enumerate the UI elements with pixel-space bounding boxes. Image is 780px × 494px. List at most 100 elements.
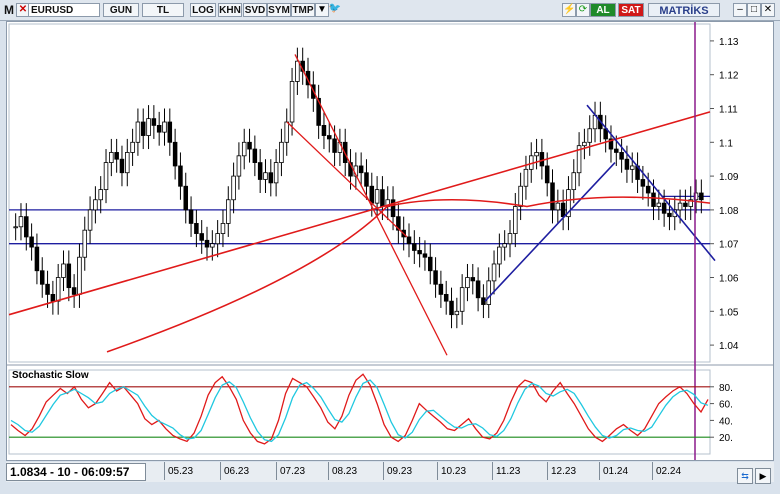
x-tick-label: 05.23 — [168, 466, 194, 477]
candle-body — [465, 277, 470, 289]
candle-body — [693, 192, 699, 201]
candle-body — [263, 172, 268, 180]
candle-body — [257, 162, 263, 180]
candle-body — [316, 97, 321, 126]
candle-body — [332, 138, 337, 153]
candle-body — [305, 70, 311, 86]
candle-body — [172, 141, 178, 167]
candle-body — [491, 263, 497, 282]
x-tick-label: 09.23 — [387, 466, 413, 477]
moving-average-curve — [106, 196, 711, 353]
candle-button[interactable]: KHN — [218, 3, 242, 17]
crosshair-readout: 1.0834 - 10 - 06:09:57 — [6, 463, 146, 481]
x-tick-label: 10.23 — [441, 466, 467, 477]
candle-body — [241, 141, 247, 157]
window-close-icon[interactable]: ✕ — [761, 3, 775, 17]
candle-body — [135, 121, 141, 143]
candle-body — [544, 165, 550, 184]
candle-body — [518, 185, 523, 207]
candle-body — [502, 243, 507, 248]
log-scale-button[interactable]: LOG — [190, 3, 216, 17]
candle-body — [34, 246, 40, 272]
menu-button[interactable]: M — [4, 3, 14, 17]
x-tick-mark — [492, 462, 493, 480]
candle-body — [677, 202, 683, 211]
chart-svg[interactable]: 1.13 1.12 1.11 1.1 1.09 1.08 1.07 1.06 1.05 1.04 8… — [7, 22, 773, 460]
candle-body — [24, 216, 29, 238]
candle-body — [151, 118, 157, 126]
stoch-d-line — [10, 379, 709, 443]
price-ytick-label: 1.13 — [719, 37, 739, 48]
candle-body — [667, 212, 672, 218]
chart-navigator-icon[interactable]: ⇆ — [737, 468, 753, 484]
falling-channel-line — [586, 104, 716, 262]
minimize-icon[interactable]: – — [733, 3, 747, 17]
candle-body — [412, 243, 417, 251]
candle-body — [497, 246, 502, 265]
brand-logo: MATRİKS — [648, 3, 720, 17]
dropdown-icon[interactable]: ▼ — [315, 3, 329, 17]
price-ytick-label: 1.09 — [719, 172, 739, 183]
candle-body — [555, 202, 561, 211]
candle-body — [321, 125, 327, 136]
candle-body — [364, 172, 369, 187]
sell-button[interactable]: SAT — [618, 3, 644, 17]
candle-body — [188, 209, 194, 224]
candle-body — [624, 158, 630, 170]
twitter-icon[interactable]: 🐦 — [328, 3, 342, 14]
maximize-icon[interactable]: □ — [747, 3, 761, 17]
price-ytick-label: 1.07 — [719, 240, 739, 251]
candle-body — [651, 192, 656, 207]
candle-body — [513, 206, 518, 234]
period-button[interactable]: GUN — [103, 3, 139, 17]
candle-body — [66, 263, 72, 289]
candle-body — [443, 293, 449, 302]
stochastic-panel — [8, 369, 711, 455]
price-ytick-label: 1.11 — [719, 105, 738, 116]
candle-body — [45, 283, 50, 295]
candle-body — [215, 233, 220, 245]
candle-body — [268, 172, 274, 184]
candle-body — [459, 287, 465, 312]
x-tick-mark — [547, 462, 548, 480]
candle-body — [374, 189, 380, 204]
sync-icon[interactable]: ⟳ — [576, 3, 590, 17]
candle-body — [98, 189, 103, 201]
candle-body — [55, 277, 61, 302]
save-button[interactable]: SVD — [243, 3, 267, 17]
candle-body — [358, 165, 364, 174]
candle-body — [661, 202, 667, 214]
symbol-field[interactable]: EURUSD — [28, 3, 100, 17]
candle-body — [550, 182, 555, 211]
symbol-button[interactable]: SYM — [267, 3, 291, 17]
candle-body — [289, 81, 295, 123]
candle-body — [640, 179, 646, 187]
candle-body — [475, 280, 481, 299]
x-tick-mark — [437, 462, 438, 480]
currency-button[interactable]: TL — [142, 3, 184, 17]
candle-body — [688, 199, 693, 207]
candle-body — [614, 148, 619, 153]
x-tick-mark — [383, 462, 384, 480]
down-channel-lower — [286, 121, 408, 238]
candle-body — [587, 128, 592, 143]
candle-body — [252, 148, 258, 163]
candle-body — [204, 239, 210, 248]
refresh-icon[interactable]: ⚡ — [562, 3, 576, 17]
stoch-ytick-label: 60. — [719, 400, 733, 411]
candle-body — [87, 209, 93, 231]
chart-area[interactable]: 1.13 1.12 1.11 1.1 1.09 1.08 1.07 1.06 1.05 1.04 8… — [6, 21, 774, 461]
buy-button[interactable]: AL — [590, 3, 616, 17]
candle-body — [656, 202, 662, 207]
candle-body — [162, 121, 167, 133]
stoch-ytick-label: 40. — [719, 416, 733, 427]
scroll-right-icon[interactable]: ▶ — [755, 468, 771, 484]
candle-body — [210, 243, 215, 248]
price-ytick-label: 1.04 — [719, 341, 739, 352]
template-button[interactable]: TMP — [291, 3, 315, 17]
stoch-ytick-label: 20. — [719, 433, 733, 444]
price-ytick-label: 1.08 — [719, 206, 739, 217]
candle-body — [470, 277, 476, 282]
candle-body — [29, 236, 34, 248]
candle-body — [380, 189, 385, 207]
